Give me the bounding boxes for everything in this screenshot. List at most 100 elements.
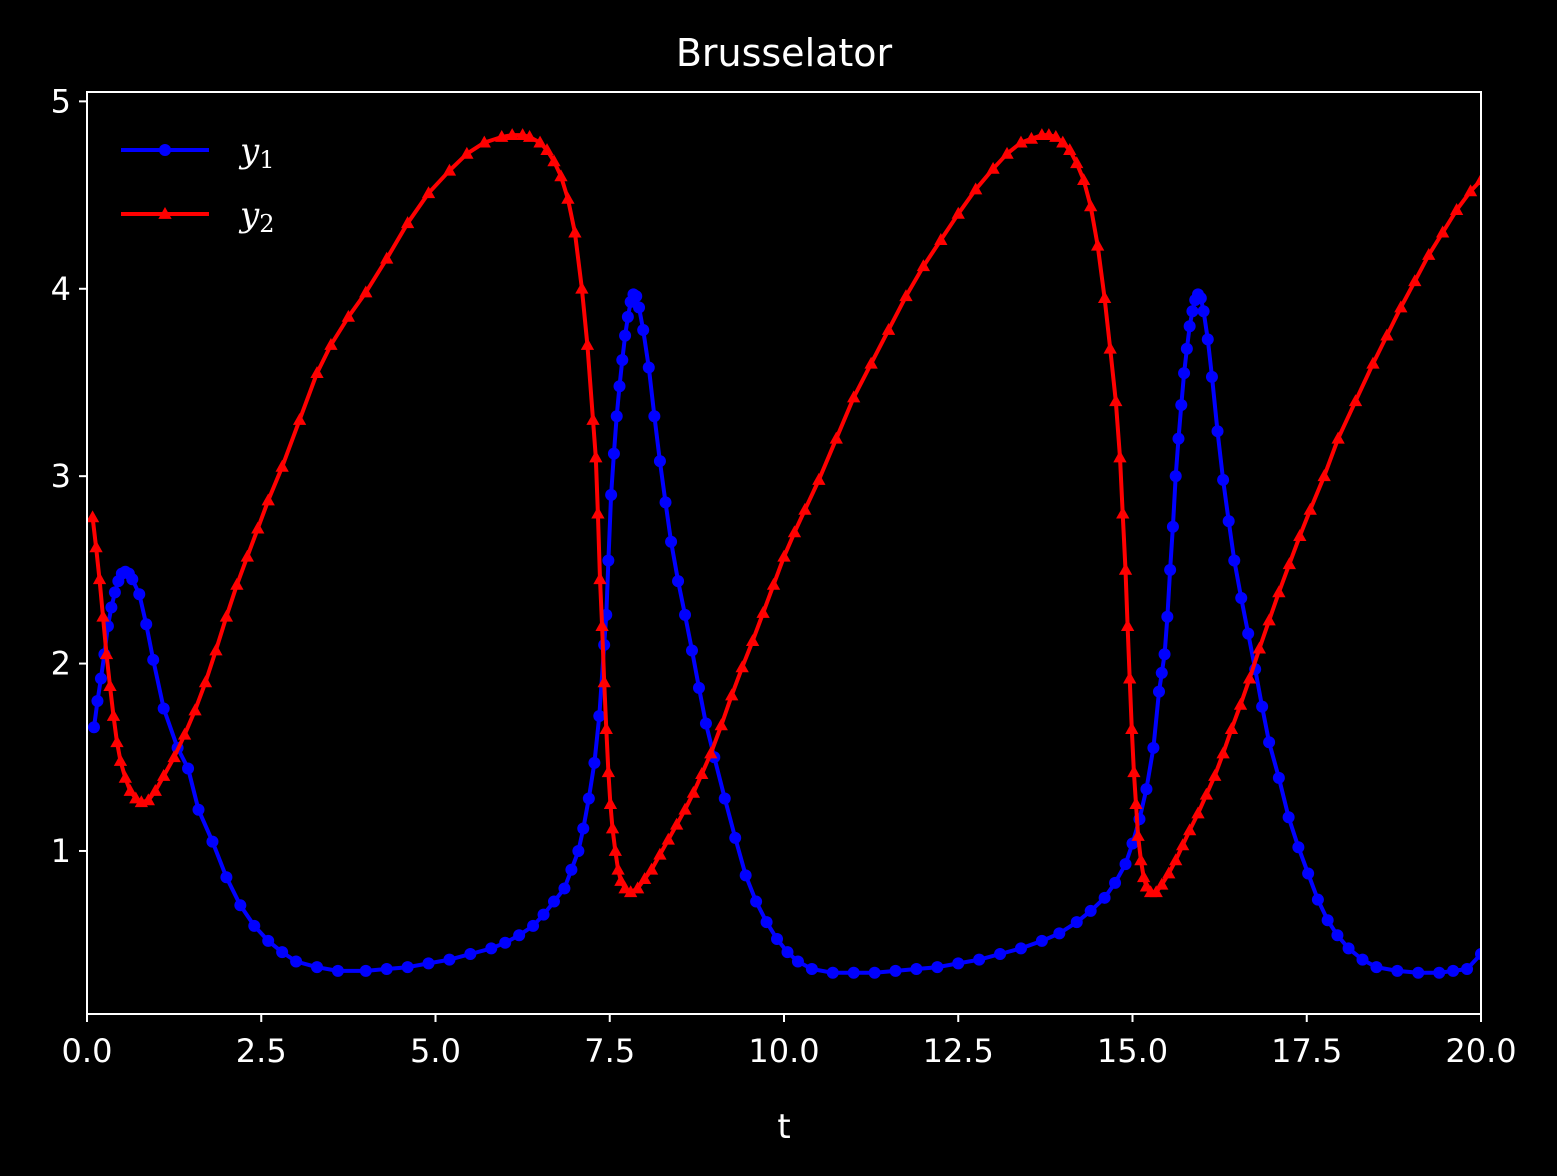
data-point-y2 — [1293, 529, 1307, 542]
data-point-y1 — [1222, 515, 1235, 528]
data-point-y2 — [1331, 431, 1345, 444]
data-point-y2 — [1463, 184, 1478, 197]
data-point-y1 — [642, 361, 655, 374]
data-point-y1 — [1211, 425, 1224, 438]
data-point-y1 — [105, 601, 118, 614]
data-point-y2 — [400, 216, 415, 229]
series-layer — [87, 128, 1481, 979]
data-point-y2 — [123, 783, 137, 796]
data-point-y1 — [973, 953, 986, 966]
data-point-y2 — [589, 450, 603, 463]
data-point-y2 — [1272, 585, 1286, 598]
data-point-y1 — [1152, 685, 1165, 698]
data-point-y2 — [1070, 156, 1084, 169]
data-point-y1 — [685, 644, 698, 657]
data-point-y2 — [113, 754, 128, 766]
data-point-y1 — [311, 961, 324, 974]
data-point-y2 — [1408, 274, 1422, 287]
data-point-y2 — [777, 549, 791, 562]
data-point-y1 — [1183, 320, 1196, 333]
data-point-y2 — [637, 872, 652, 884]
data-point-y2 — [670, 817, 684, 830]
data-point-y1 — [1169, 470, 1182, 483]
data-point-y1 — [718, 792, 731, 805]
data-point-y1 — [1311, 893, 1324, 906]
data-point-y1 — [1014, 942, 1027, 955]
data-point-y1 — [672, 575, 685, 588]
data-point-y2 — [608, 843, 622, 856]
x-axis-label: t — [777, 1107, 790, 1147]
data-point-y1 — [889, 964, 902, 977]
data-point-y1 — [692, 681, 705, 694]
data-point-y2 — [177, 727, 192, 740]
data-point-y2 — [505, 128, 519, 141]
data-point-y2 — [1380, 328, 1394, 341]
data-point-y1 — [1178, 367, 1191, 380]
data-point-y1 — [1164, 563, 1177, 576]
data-point-y1 — [1228, 554, 1241, 567]
data-point-y2 — [1155, 877, 1169, 890]
data-point-y2 — [148, 783, 162, 796]
data-point-y1 — [605, 488, 618, 501]
data-point-y1 — [276, 946, 289, 959]
data-point-y1 — [679, 608, 692, 621]
data-point-y2 — [167, 750, 181, 763]
data-point-y2 — [209, 643, 223, 656]
data-point-y2 — [695, 767, 709, 780]
data-point-y1 — [1194, 292, 1207, 305]
data-point-y2 — [1282, 557, 1296, 570]
data-point-y1 — [750, 895, 763, 908]
data-point-y2 — [324, 337, 338, 350]
data-point-y2 — [103, 679, 117, 691]
data-point-y2 — [141, 793, 155, 806]
data-point-y2 — [1191, 806, 1205, 819]
data-point-y1 — [513, 929, 526, 942]
data-point-y2 — [310, 366, 324, 378]
data-point-y2 — [477, 135, 491, 148]
legend-label-sub: 1 — [259, 146, 274, 174]
data-point-y1 — [619, 329, 632, 342]
data-point-y2 — [864, 356, 878, 369]
data-point-y1 — [1272, 771, 1285, 784]
chart-title: Brusselator — [676, 31, 893, 75]
data-point-y2 — [847, 390, 861, 403]
x-tick-label: 7.5 — [584, 1032, 635, 1070]
data-point-y2 — [99, 647, 114, 660]
data-point-y1 — [847, 966, 860, 979]
data-point-y2 — [1303, 502, 1317, 515]
data-point-y2 — [704, 746, 718, 759]
data-point-y2 — [1474, 173, 1481, 185]
data-point-y2 — [1000, 146, 1014, 159]
data-point-y1 — [952, 957, 965, 970]
data-point-y2 — [969, 182, 983, 195]
series-y2 — [87, 128, 1481, 898]
y-axis: 1 2 3 4 5 — [51, 82, 87, 870]
data-point-y1 — [931, 961, 944, 974]
data-point-y2 — [1149, 885, 1163, 898]
data-point-y1 — [1161, 610, 1174, 623]
data-point-y2 — [798, 502, 812, 515]
data-point-y2 — [540, 143, 554, 155]
data-point-y2 — [96, 609, 110, 622]
data-point-y1 — [994, 948, 1007, 961]
data-point-y2 — [1216, 746, 1230, 759]
data-point-y1 — [1235, 591, 1248, 604]
data-point-y1 — [558, 882, 571, 895]
data-point-y2 — [1134, 853, 1148, 866]
y-tick-label: 1 — [51, 832, 71, 870]
data-point-y1 — [527, 919, 540, 932]
data-point-y1 — [1140, 783, 1153, 796]
data-point-y2 — [630, 881, 645, 894]
data-point-y1 — [234, 899, 247, 912]
data-point-y2 — [580, 337, 595, 350]
data-point-y1 — [1263, 736, 1276, 749]
data-point-y2 — [1129, 797, 1143, 810]
data-point-y2 — [568, 225, 582, 238]
data-point-y2 — [341, 309, 356, 322]
data-point-y1 — [582, 792, 595, 805]
data-point-y1 — [262, 934, 275, 947]
data-point-y1 — [1070, 916, 1083, 929]
data-point-y2 — [644, 862, 659, 875]
legend-item-y1: y1 — [121, 131, 275, 174]
data-point-y1 — [805, 963, 818, 976]
